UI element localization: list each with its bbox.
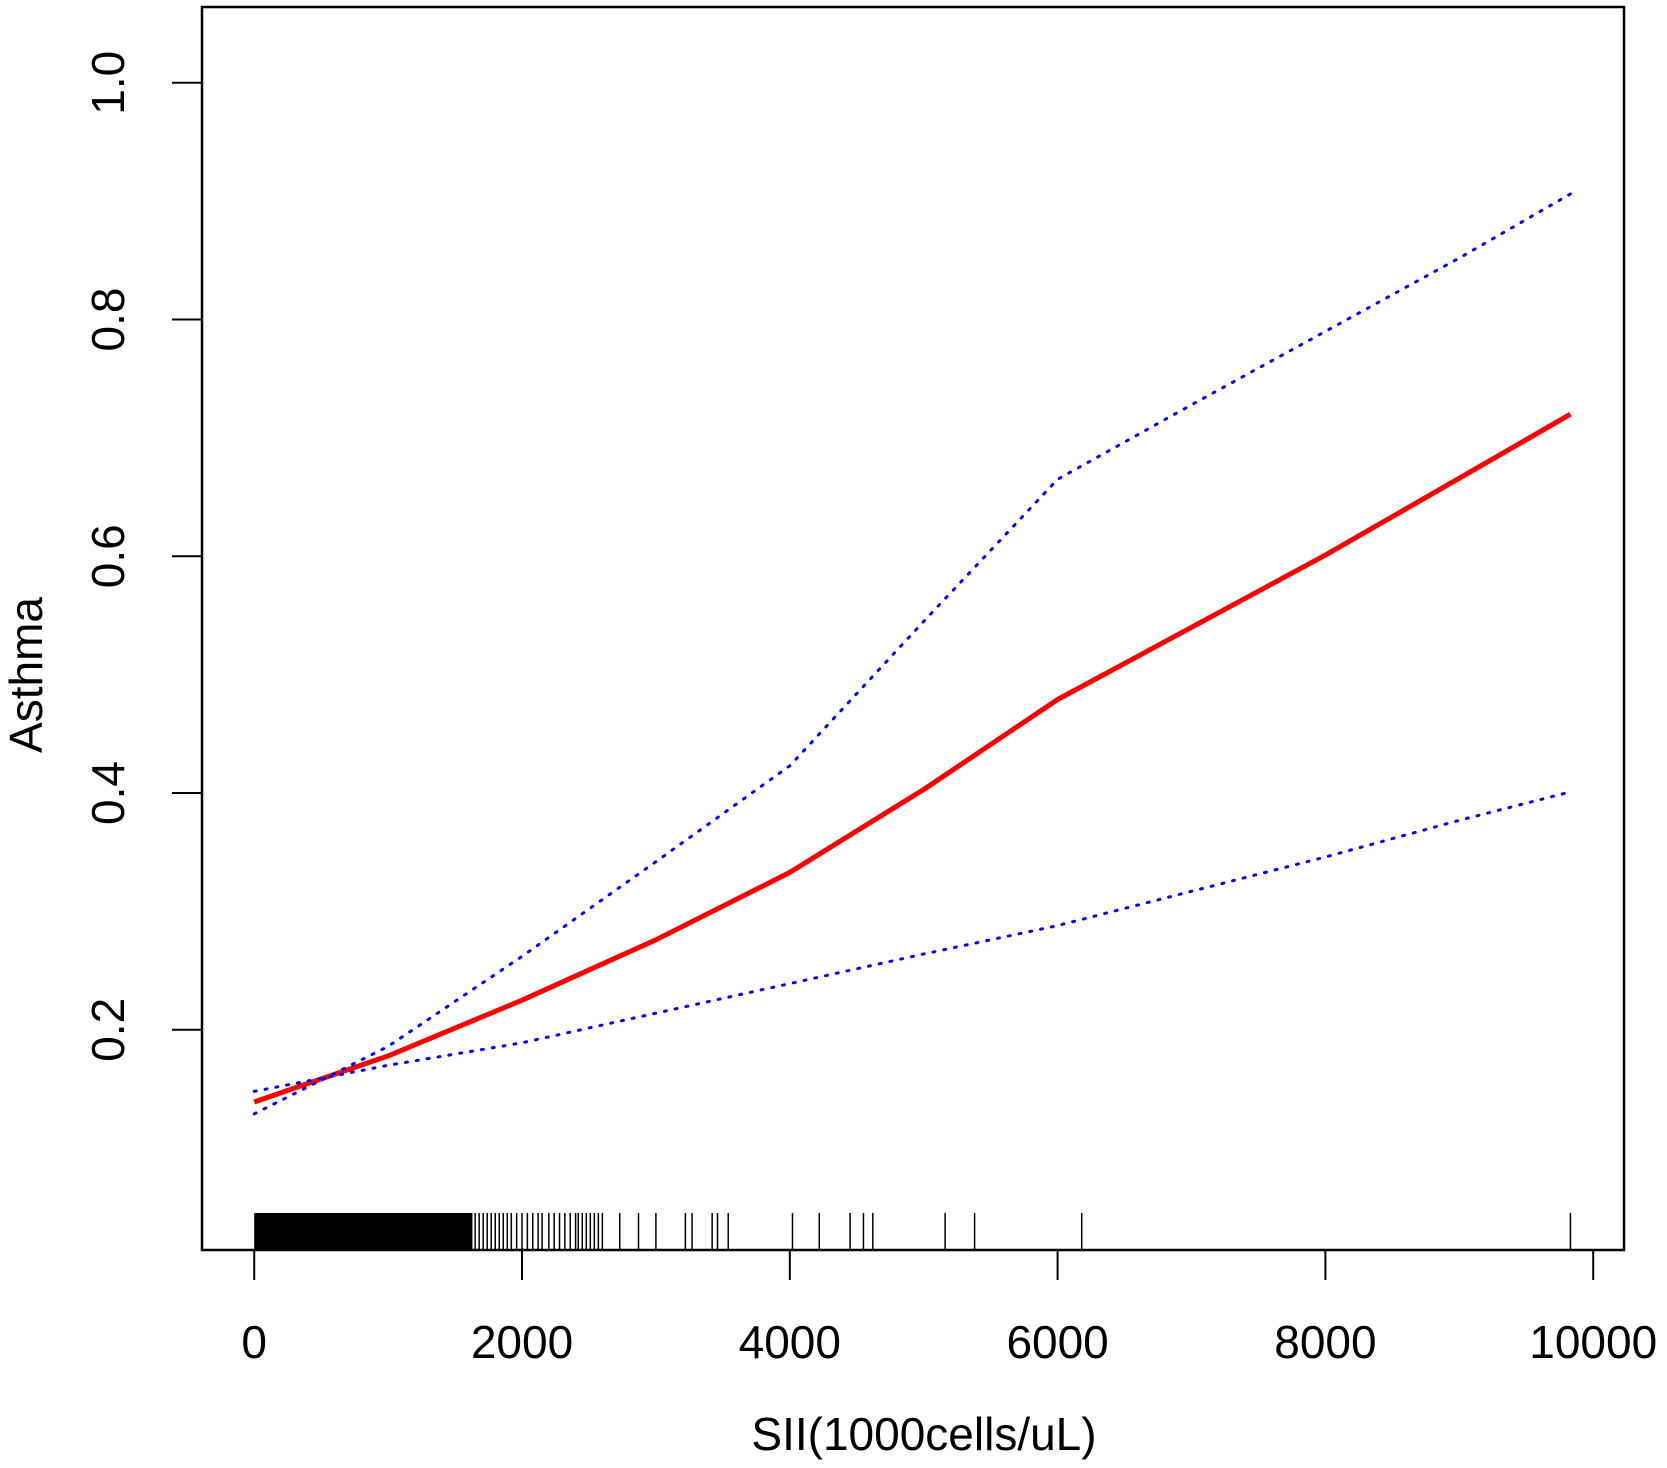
x-axis-title: SII(1000cells/uL) [751, 1408, 1096, 1460]
x-tick-label: 4000 [739, 1316, 841, 1368]
x-tick-label: 6000 [1006, 1316, 1108, 1368]
x-tick-label: 8000 [1274, 1316, 1376, 1368]
y-tick-label: 0.6 [82, 524, 134, 588]
fitted-curve [253, 412, 1572, 1105]
x-tick-label: 10000 [1529, 1316, 1657, 1368]
rug-dense-block [254, 1213, 473, 1250]
upper-ci-line [252, 192, 1572, 1116]
rug-marks [254, 1213, 1572, 1250]
y-tick-label: 1.0 [82, 51, 134, 115]
x-tick-label: 0 [241, 1316, 267, 1368]
y-axis-title: Asthma [0, 597, 52, 753]
y-tick-label: 0.8 [82, 288, 134, 352]
plot-frame [200, 5, 1626, 1252]
x-tick-label: 2000 [471, 1316, 573, 1368]
y-tick-label: 0.2 [82, 998, 134, 1062]
y-tick-label: 0.4 [82, 761, 134, 825]
lower-ci-line [252, 790, 1572, 1093]
